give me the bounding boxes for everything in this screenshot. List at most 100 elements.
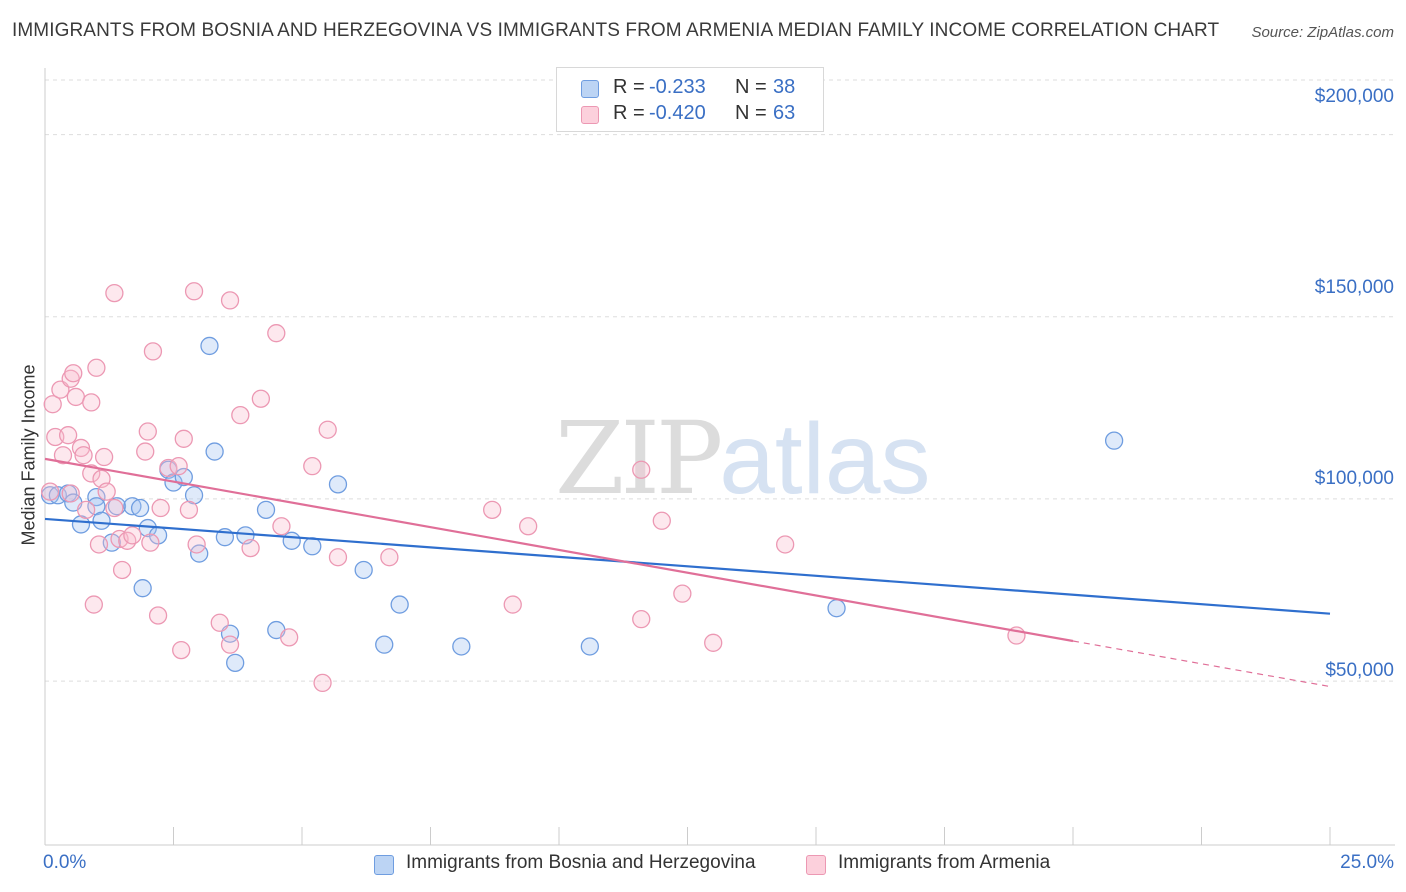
y-tick-label: $50,000	[1325, 660, 1394, 681]
data-point-bosnia	[200, 336, 219, 356]
data-point-armenia	[231, 405, 250, 425]
data-point-bosnia	[282, 531, 301, 550]
data-point-bosnia	[133, 579, 152, 598]
data-point-armenia	[251, 389, 271, 408]
data-point-bosnia	[354, 560, 373, 580]
data-point-armenia	[220, 291, 240, 310]
correlation-legend: R = -0.233 N = 38 R = -0.420 N = 63	[556, 67, 824, 132]
data-point-armenia	[673, 584, 692, 603]
legend-n-value-armenia: 63	[773, 102, 796, 124]
data-point-armenia	[87, 358, 106, 377]
data-point-armenia	[148, 606, 168, 625]
data-point-armenia	[652, 511, 671, 530]
data-point-bosnia	[580, 637, 599, 656]
data-point-armenia	[76, 500, 96, 520]
data-point-armenia	[66, 387, 85, 407]
data-point-bosnia	[303, 537, 322, 556]
data-point-armenia	[210, 613, 229, 632]
data-point-armenia	[241, 538, 260, 558]
bottom-legend-swatch-bosnia	[374, 855, 394, 875]
y-axis-label: Median Family Income	[18, 364, 39, 546]
data-point-bosnia	[375, 635, 394, 654]
data-point-armenia	[43, 395, 62, 414]
data-point-bosnia	[205, 442, 224, 461]
data-point-armenia	[84, 595, 103, 614]
y-tick-label: $150,000	[1314, 277, 1394, 298]
legend-swatch-armenia	[581, 106, 599, 124]
data-point-armenia	[169, 456, 188, 476]
data-point-armenia	[61, 484, 80, 503]
data-point-bosnia	[390, 595, 409, 614]
data-point-armenia	[303, 456, 322, 476]
data-point-armenia	[776, 535, 795, 554]
data-point-bosnia	[130, 498, 150, 518]
trend-line-bosnia	[44, 517, 1331, 615]
data-point-armenia	[58, 426, 78, 445]
trend-line-extension-armenia	[1072, 640, 1331, 688]
data-point-armenia	[105, 283, 124, 303]
bottom-legend-label-armenia: Immigrants from Armenia	[838, 852, 1051, 873]
data-point-armenia	[82, 393, 101, 412]
data-point-armenia	[123, 526, 142, 545]
data-point-armenia	[71, 438, 91, 458]
data-point-bosnia	[174, 467, 193, 487]
data-point-armenia	[184, 282, 204, 301]
data-point-armenia	[704, 633, 723, 652]
bottom-legend-label-bosnia: Immigrants from Bosnia and Herzegovina	[406, 852, 756, 873]
data-point-armenia	[136, 442, 155, 461]
legend-n-label: N =	[735, 76, 767, 98]
watermark: ZIPatlas	[555, 400, 931, 517]
trend-line-armenia	[44, 457, 1074, 643]
data-point-armenia	[179, 500, 199, 520]
legend-r-value-armenia: -0.420	[649, 102, 706, 124]
bottom-legend-swatch-armenia	[806, 855, 826, 875]
data-point-armenia	[318, 420, 337, 439]
data-point-bosnia	[827, 599, 846, 618]
data-point-bosnia	[328, 475, 348, 494]
data-point-armenia	[94, 447, 114, 467]
data-point-armenia	[380, 548, 399, 567]
chart-title: IMMIGRANTS FROM BOSNIA AND HERZEGOVINA V…	[12, 20, 1220, 41]
y-tick-label: $200,000	[1314, 86, 1394, 107]
data-point-armenia	[519, 517, 538, 536]
legend-r-label: R =	[613, 76, 645, 98]
data-point-armenia	[267, 324, 286, 343]
data-point-armenia	[483, 500, 502, 520]
data-point-armenia	[138, 422, 157, 441]
data-point-armenia	[82, 464, 101, 483]
data-point-bosnia	[452, 637, 471, 656]
data-point-armenia	[632, 460, 651, 479]
data-point-armenia	[53, 446, 73, 465]
data-point-armenia	[74, 446, 93, 465]
data-point-armenia	[143, 342, 163, 361]
legend-n-label: N =	[735, 102, 767, 124]
data-point-bosnia	[92, 511, 111, 530]
data-point-armenia	[105, 498, 124, 518]
data-point-armenia	[141, 533, 160, 552]
data-point-armenia	[632, 609, 651, 629]
data-point-armenia	[151, 498, 170, 518]
data-point-armenia	[64, 364, 83, 383]
y-tick-label: $100,000	[1314, 468, 1394, 489]
data-point-armenia	[503, 595, 522, 614]
data-point-armenia	[172, 640, 191, 660]
data-point-armenia	[112, 560, 132, 580]
data-point-armenia	[118, 531, 137, 550]
data-point-armenia	[174, 429, 193, 448]
data-point-armenia	[328, 548, 348, 567]
data-point-armenia	[220, 635, 240, 654]
data-point-armenia	[272, 517, 291, 536]
data-point-bosnia	[226, 653, 245, 673]
legend-swatch-bosnia	[581, 80, 599, 98]
x-tick-label: 25.0%	[1340, 852, 1394, 873]
data-point-armenia	[89, 535, 109, 554]
data-point-armenia	[97, 482, 116, 501]
x-tick-label: 0.0%	[43, 852, 87, 873]
data-point-bosnia	[1104, 431, 1124, 450]
legend-r-value-bosnia: -0.233	[649, 76, 706, 98]
watermark-atlas: atlas	[719, 403, 931, 515]
data-point-armenia	[313, 673, 332, 693]
data-point-armenia	[187, 535, 206, 554]
watermark-zip: ZIP	[555, 400, 723, 517]
